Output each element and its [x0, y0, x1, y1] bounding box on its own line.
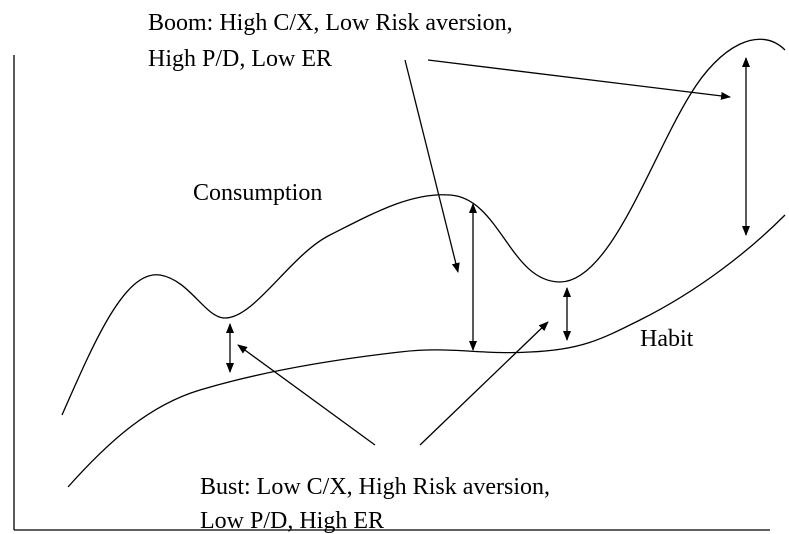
habit-curve: [67, 214, 786, 488]
boom-label: High P/D, Low ER: [148, 46, 332, 72]
bust-label: Bust: Low C/X, High Risk aversion,: [200, 474, 550, 500]
consumption-curve: [61, 38, 786, 416]
arrow: [237, 344, 376, 446]
arrow: [419, 321, 549, 446]
arrow: [404, 59, 460, 273]
arrow: [427, 59, 731, 100]
bust-label: Low P/D, High ER: [200, 508, 384, 534]
boom-label: Boom: High C/X, Low Risk aversion,: [148, 10, 513, 36]
curve-label: Consumption: [193, 180, 322, 206]
curve-label: Habit: [640, 326, 694, 352]
